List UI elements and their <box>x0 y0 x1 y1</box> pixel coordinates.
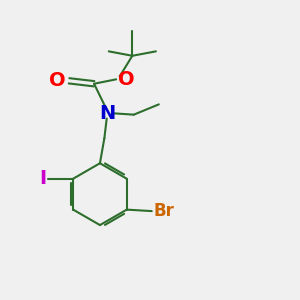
Text: O: O <box>50 71 66 90</box>
Text: I: I <box>40 169 47 188</box>
Text: Br: Br <box>153 202 174 220</box>
Text: N: N <box>99 104 116 123</box>
Text: O: O <box>118 70 135 89</box>
